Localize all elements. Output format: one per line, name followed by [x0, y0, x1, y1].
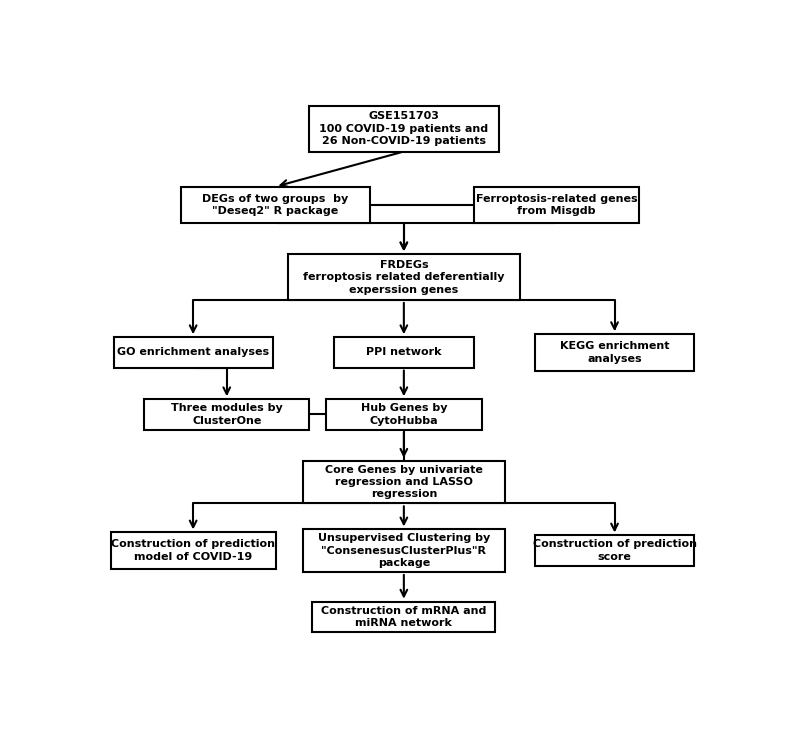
Text: Unsupervised Clustering by
"ConsenesusClusterPlus"R
package: Unsupervised Clustering by "ConsenesusCl…: [318, 534, 490, 568]
Bar: [181, 187, 370, 224]
Bar: [303, 529, 504, 572]
Text: FRDEGs
ferroptosis related deferentially
experssion genes: FRDEGs ferroptosis related deferentially…: [303, 259, 504, 295]
Text: Construction of prediction
score: Construction of prediction score: [533, 539, 697, 562]
Text: PPI network: PPI network: [366, 347, 441, 358]
Bar: [309, 106, 499, 152]
Text: Ferroptosis-related genes
from Misgdb: Ferroptosis-related genes from Misgdb: [476, 194, 637, 216]
Bar: [326, 399, 481, 430]
Bar: [333, 337, 474, 368]
Text: Hub Genes by
CytoHubba: Hub Genes by CytoHubba: [361, 403, 447, 426]
Bar: [535, 334, 694, 371]
Text: Construction of mRNA and
miRNA network: Construction of mRNA and miRNA network: [322, 605, 486, 628]
Text: Construction of prediction
model of COVID-19: Construction of prediction model of COVI…: [111, 539, 275, 562]
Bar: [312, 602, 496, 632]
Bar: [474, 187, 639, 224]
Bar: [535, 535, 694, 566]
Bar: [303, 460, 504, 504]
Text: KEGG enrichment
analyses: KEGG enrichment analyses: [559, 341, 669, 364]
Bar: [144, 399, 309, 430]
Text: Core Genes by univariate
regression and LASSO
regression: Core Genes by univariate regression and …: [325, 465, 483, 499]
Bar: [113, 337, 273, 368]
Text: GO enrichment analyses: GO enrichment analyses: [117, 347, 269, 358]
Bar: [110, 532, 276, 569]
Text: Three modules by
ClusterOne: Three modules by ClusterOne: [171, 403, 283, 426]
Text: DEGs of two groups  by
"Deseq2" R package: DEGs of two groups by "Deseq2" R package: [203, 194, 349, 216]
Bar: [288, 254, 520, 300]
Text: GSE151703
100 COVID-19 patients and
26 Non-COVID-19 patients: GSE151703 100 COVID-19 patients and 26 N…: [319, 111, 489, 146]
